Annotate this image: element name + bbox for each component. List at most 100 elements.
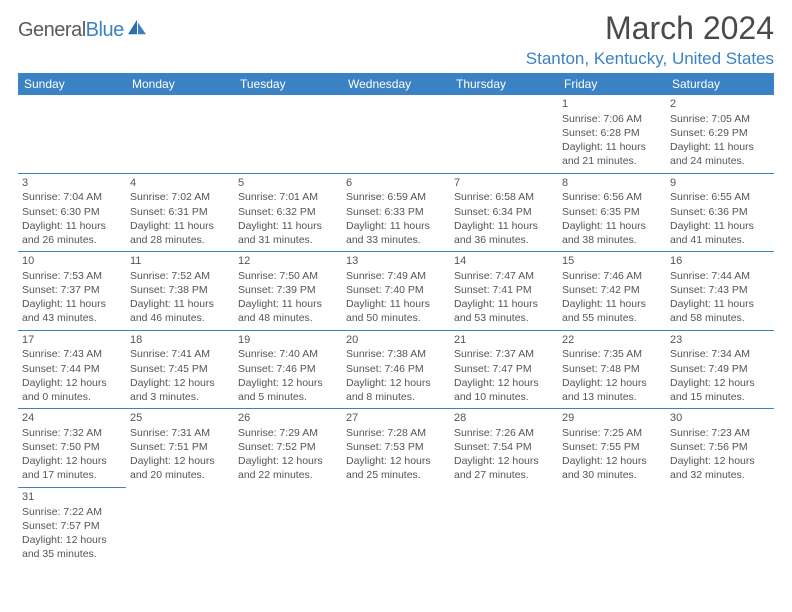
day-header: Saturday xyxy=(666,73,774,95)
calendar-cell: 5Sunrise: 7:01 AMSunset: 6:32 PMDaylight… xyxy=(234,173,342,252)
sunset-line: Sunset: 7:48 PM xyxy=(562,362,662,376)
calendar-cell: 23Sunrise: 7:34 AMSunset: 7:49 PMDayligh… xyxy=(666,330,774,409)
sunset-line: Sunset: 7:55 PM xyxy=(562,440,662,454)
calendar-cell: 17Sunrise: 7:43 AMSunset: 7:44 PMDayligh… xyxy=(18,330,126,409)
calendar-cell: 13Sunrise: 7:49 AMSunset: 7:40 PMDayligh… xyxy=(342,252,450,331)
daylight-line: Daylight: 11 hours and 33 minutes. xyxy=(346,219,446,247)
day-number: 18 xyxy=(130,333,230,348)
day-number: 23 xyxy=(670,333,770,348)
day-header-row: SundayMondayTuesdayWednesdayThursdayFrid… xyxy=(18,73,774,95)
daylight-line: Daylight: 12 hours and 15 minutes. xyxy=(670,376,770,404)
daylight-line: Daylight: 12 hours and 5 minutes. xyxy=(238,376,338,404)
day-header: Friday xyxy=(558,73,666,95)
day-number: 15 xyxy=(562,254,662,269)
day-number: 17 xyxy=(22,333,122,348)
daylight-line: Daylight: 12 hours and 13 minutes. xyxy=(562,376,662,404)
calendar-row: 1Sunrise: 7:06 AMSunset: 6:28 PMDaylight… xyxy=(18,95,774,173)
sunset-line: Sunset: 6:33 PM xyxy=(346,205,446,219)
calendar-cell: 2Sunrise: 7:05 AMSunset: 6:29 PMDaylight… xyxy=(666,95,774,173)
sunrise-line: Sunrise: 6:56 AM xyxy=(562,190,662,204)
daylight-line: Daylight: 11 hours and 58 minutes. xyxy=(670,297,770,325)
sunrise-line: Sunrise: 7:02 AM xyxy=(130,190,230,204)
sunset-line: Sunset: 6:29 PM xyxy=(670,126,770,140)
day-number: 2 xyxy=(670,97,770,112)
day-number: 6 xyxy=(346,176,446,191)
daylight-line: Daylight: 11 hours and 53 minutes. xyxy=(454,297,554,325)
day-number: 27 xyxy=(346,411,446,426)
sunrise-line: Sunrise: 7:35 AM xyxy=(562,347,662,361)
day-number: 25 xyxy=(130,411,230,426)
calendar-cell-empty xyxy=(342,487,450,565)
calendar-cell-empty xyxy=(450,487,558,565)
calendar-cell: 9Sunrise: 6:55 AMSunset: 6:36 PMDaylight… xyxy=(666,173,774,252)
day-number: 29 xyxy=(562,411,662,426)
sunrise-line: Sunrise: 7:34 AM xyxy=(670,347,770,361)
sunrise-line: Sunrise: 7:22 AM xyxy=(22,505,122,519)
calendar-row: 24Sunrise: 7:32 AMSunset: 7:50 PMDayligh… xyxy=(18,409,774,488)
calendar-row: 17Sunrise: 7:43 AMSunset: 7:44 PM Dayligh… xyxy=(18,330,774,409)
header: GeneralBlue March 2024 Stanton, Kentucky… xyxy=(18,10,774,69)
sunrise-line: Sunrise: 7:37 AM xyxy=(454,347,554,361)
daylight-line: Daylight: 12 hours and 25 minutes. xyxy=(346,454,446,482)
sunset-line: Sunset: 7:50 PM xyxy=(22,440,122,454)
calendar-cell: 21Sunrise: 7:37 AMSunset: 7:47 PMDayligh… xyxy=(450,330,558,409)
calendar-cell-empty xyxy=(666,487,774,565)
daylight-line: Daylight: 11 hours and 26 minutes. xyxy=(22,219,122,247)
day-number: 14 xyxy=(454,254,554,269)
logo-text-general: General xyxy=(18,19,86,42)
sunrise-line: Sunrise: 7:05 AM xyxy=(670,112,770,126)
day-number: 1 xyxy=(562,97,662,112)
calendar-cell: 22Sunrise: 7:35 AMSunset: 7:48 PMDayligh… xyxy=(558,330,666,409)
day-number: 5 xyxy=(238,176,338,191)
sunrise-line: Sunrise: 6:55 AM xyxy=(670,190,770,204)
sunrise-line: Sunrise: 7:31 AM xyxy=(130,426,230,440)
daylight-line: Daylight: 12 hours and 35 minutes. xyxy=(22,533,122,561)
daylight-line: Daylight: 11 hours and 46 minutes. xyxy=(130,297,230,325)
sunset-line: Sunset: 7:51 PM xyxy=(130,440,230,454)
day-number: 3 xyxy=(22,176,122,191)
sunset-line: Sunset: 6:30 PM xyxy=(22,205,122,219)
calendar-cell: 15Sunrise: 7:46 AMSunset: 7:42 PMDayligh… xyxy=(558,252,666,331)
day-number: 28 xyxy=(454,411,554,426)
calendar-cell: 20Sunrise: 7:38 AMSunset: 7:46 PMDayligh… xyxy=(342,330,450,409)
calendar-cell: 12Sunrise: 7:50 AMSunset: 7:39 PMDayligh… xyxy=(234,252,342,331)
sunset-line: Sunset: 6:34 PM xyxy=(454,205,554,219)
calendar-cell: 31Sunrise: 7:22 AMSunset: 7:57 PMDayligh… xyxy=(18,487,126,565)
calendar-cell: 7Sunrise: 6:58 AMSunset: 6:34 PMDaylight… xyxy=(450,173,558,252)
day-number: 8 xyxy=(562,176,662,191)
sunrise-line: Sunrise: 7:44 AM xyxy=(670,269,770,283)
day-number: 24 xyxy=(22,411,122,426)
daylight-line: Daylight: 11 hours and 36 minutes. xyxy=(454,219,554,247)
sunset-line: Sunset: 6:31 PM xyxy=(130,205,230,219)
sunset-line: Sunset: 7:46 PM xyxy=(346,362,446,376)
sunrise-line: Sunrise: 7:26 AM xyxy=(454,426,554,440)
sunset-line: Sunset: 6:32 PM xyxy=(238,205,338,219)
calendar-cell: 4Sunrise: 7:02 AMSunset: 6:31 PMDaylight… xyxy=(126,173,234,252)
day-number: 4 xyxy=(130,176,230,191)
sunrise-line: Sunrise: 7:28 AM xyxy=(346,426,446,440)
daylight-line: Daylight: 11 hours and 41 minutes. xyxy=(670,219,770,247)
sunset-line: Sunset: 7:49 PM xyxy=(670,362,770,376)
calendar-cell: 26Sunrise: 7:29 AMSunset: 7:52 PMDayligh… xyxy=(234,409,342,488)
sunset-line: Sunset: 7:39 PM xyxy=(238,283,338,297)
daylight-line: Daylight: 12 hours and 17 minutes. xyxy=(22,454,122,482)
calendar-cell: 29Sunrise: 7:25 AMSunset: 7:55 PMDayligh… xyxy=(558,409,666,488)
day-number: 21 xyxy=(454,333,554,348)
day-number: 10 xyxy=(22,254,122,269)
calendar-cell-empty xyxy=(558,487,666,565)
calendar-cell: 30Sunrise: 7:23 AMSunset: 7:56 PMDayligh… xyxy=(666,409,774,488)
calendar-cell: 19Sunrise: 7:40 AMSunset: 7:46 PMDayligh… xyxy=(234,330,342,409)
sunset-line: Sunset: 7:44 PM xyxy=(22,362,122,376)
sunrise-line: Sunrise: 7:43 AM xyxy=(22,347,122,361)
calendar-cell-empty xyxy=(234,487,342,565)
day-number: 12 xyxy=(238,254,338,269)
sunrise-line: Sunrise: 7:46 AM xyxy=(562,269,662,283)
sunset-line: Sunset: 7:56 PM xyxy=(670,440,770,454)
day-header: Monday xyxy=(126,73,234,95)
calendar-cell: 14Sunrise: 7:47 AMSunset: 7:41 PMDayligh… xyxy=(450,252,558,331)
sunrise-line: Sunrise: 7:25 AM xyxy=(562,426,662,440)
sunrise-line: Sunrise: 7:23 AM xyxy=(670,426,770,440)
calendar-cell-empty xyxy=(126,487,234,565)
calendar-row: 31Sunrise: 7:22 AMSunset: 7:57 PMDayligh… xyxy=(18,487,774,565)
sunrise-line: Sunrise: 7:29 AM xyxy=(238,426,338,440)
